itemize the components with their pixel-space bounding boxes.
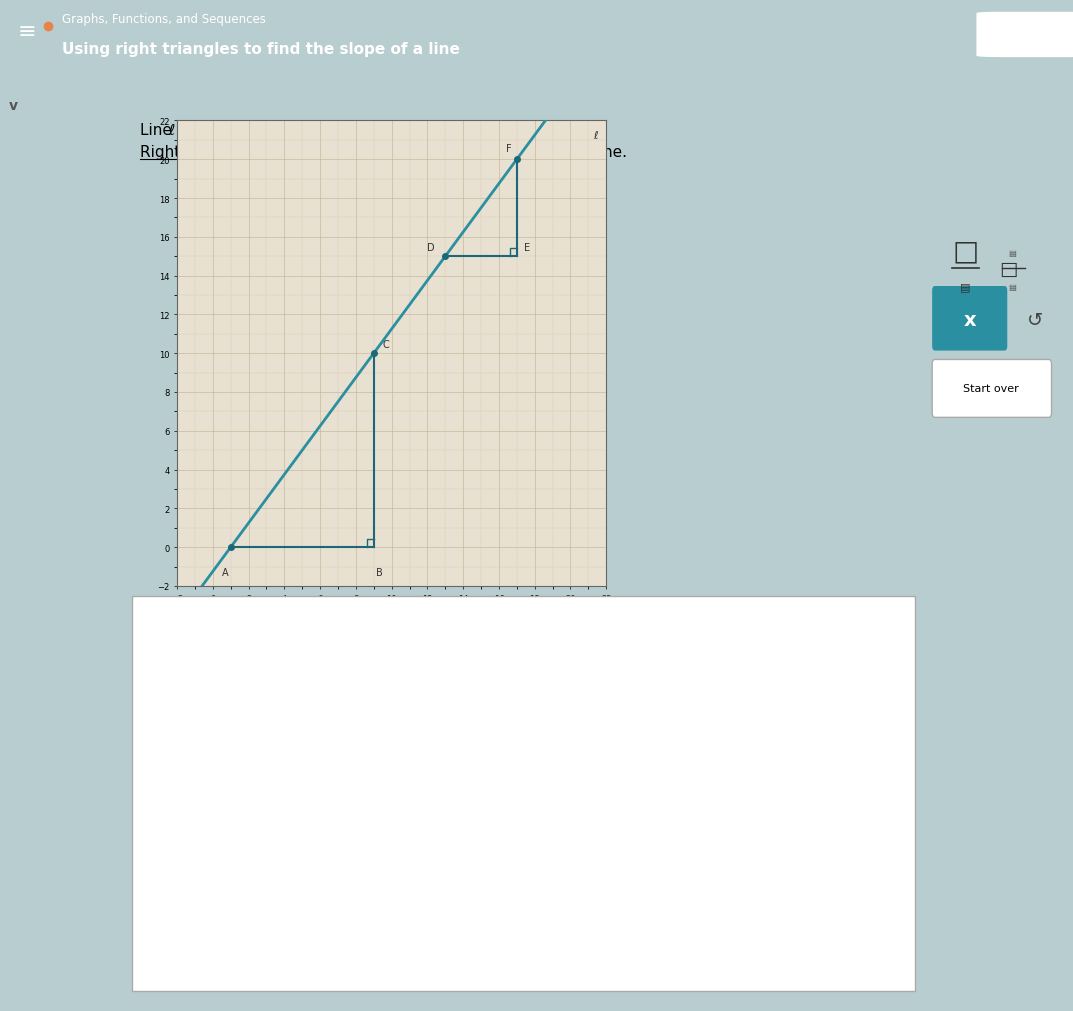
Text: F: F [505,145,512,155]
Text: (c) Are the two slopes computed above equal? Why or why not?: (c) Are the two slopes computed above eq… [141,759,585,773]
Text: v: v [9,99,17,113]
Text: No. They are not equal because the triangles are: No. They are not equal because the trian… [170,818,501,830]
Text: run:: run: [159,716,187,730]
Text: No. They are not equal because the larger the triangle, the larger the slope.: No. They are not equal because the large… [170,788,678,800]
Text: Using right triangles to find the slope of a line: Using right triangles to find the slope … [62,42,460,57]
Circle shape [149,818,162,830]
Text: are drawn to measure the: are drawn to measure the [325,146,534,161]
Text: of the line.: of the line. [540,146,627,161]
FancyBboxPatch shape [322,636,354,658]
Text: rise:: rise: [288,640,318,654]
Circle shape [149,788,162,800]
Text: Yes. They are equal because the two triangles are congruent.: Yes. They are equal because the two tria… [170,871,579,884]
Text: ABC: ABC [244,146,276,161]
Text: (b) Find the run, rise, and slope given by triangle: (b) Find the run, rise, and slope given … [141,685,485,700]
Text: A: A [222,567,229,577]
Text: ABC: ABC [556,610,585,624]
Text: D: D [427,243,435,253]
Text: is shown below.: is shown below. [176,123,300,139]
Text: congruent: congruent [614,818,682,830]
FancyBboxPatch shape [932,360,1052,418]
Text: but not: but not [555,818,612,830]
Text: slope:: slope: [422,716,464,730]
Text: ▤: ▤ [960,282,971,292]
Text: Line: Line [139,123,177,139]
Text: Complete the parts below.: Complete the parts below. [139,604,342,619]
Text: □: □ [953,238,979,265]
Text: slope:: slope: [422,640,464,654]
FancyBboxPatch shape [322,712,354,734]
Text: and: and [270,146,309,161]
Text: .: . [357,641,362,655]
Text: ▤: ▤ [1009,249,1016,258]
Text: DEF: DEF [556,685,584,700]
Text: slope: slope [505,146,546,161]
Text: Right triangles: Right triangles [139,146,252,161]
FancyBboxPatch shape [469,712,501,734]
Text: ≡: ≡ [17,22,36,41]
Text: .: . [585,610,589,624]
Text: x: x [964,310,976,330]
FancyBboxPatch shape [932,287,1008,351]
Text: rise:: rise: [288,716,318,730]
FancyBboxPatch shape [190,636,222,658]
Text: C: C [383,340,389,350]
Text: ℓ: ℓ [592,131,598,141]
FancyBboxPatch shape [469,636,501,658]
Text: ℓ: ℓ [168,123,174,139]
Text: Start over: Start over [964,384,1019,394]
Text: similar: similar [509,818,554,830]
FancyBboxPatch shape [190,712,222,734]
Text: ↺: ↺ [1027,310,1044,330]
Text: run:: run: [159,640,187,654]
Text: Yes. They are equal because the two triangles are similar.: Yes. They are equal because the two tria… [170,845,555,857]
Text: Graphs, Functions, and Sequences: Graphs, Functions, and Sequences [62,13,266,26]
Text: .: . [676,818,680,830]
Text: B: B [376,567,382,577]
Text: E: E [524,243,530,253]
Circle shape [149,871,162,884]
Text: ▤: ▤ [1009,282,1016,291]
Text: (a) Find the run, rise, and slope given by triangle: (a) Find the run, rise, and slope given … [141,610,485,624]
Circle shape [149,845,162,857]
FancyBboxPatch shape [976,13,1073,58]
Text: .: . [585,685,589,700]
Text: □: □ [999,260,1018,278]
Text: DEF: DEF [297,146,327,161]
